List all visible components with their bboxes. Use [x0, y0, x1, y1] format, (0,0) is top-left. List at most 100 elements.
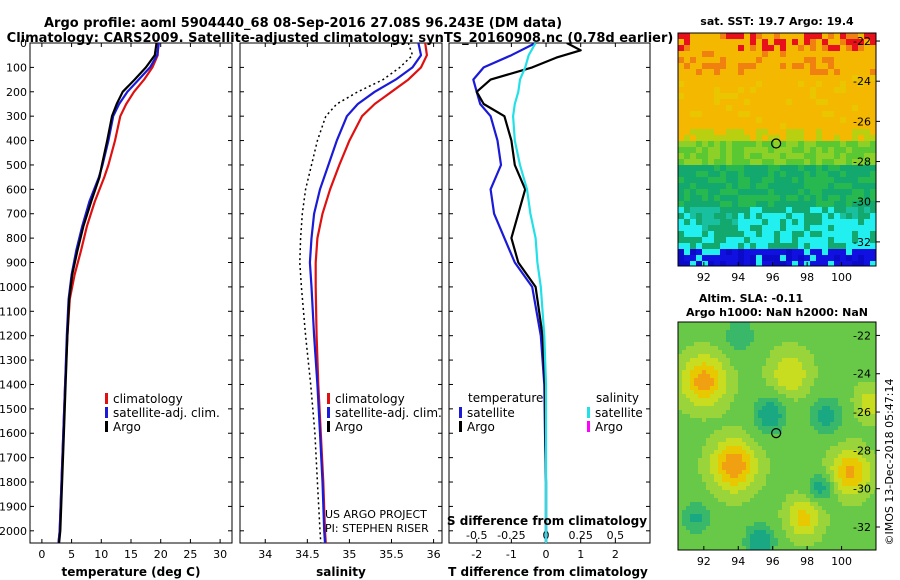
map-cell: [782, 322, 787, 327]
map-cell: [864, 171, 871, 178]
map-cell: [686, 458, 691, 463]
map-cell: [744, 225, 751, 232]
map-cell: [702, 177, 709, 184]
s-diff-tick-label: 0.5: [607, 529, 625, 542]
map-cell: [852, 117, 859, 124]
map-cell: [750, 51, 757, 58]
map-cell: [834, 498, 839, 503]
map-cell: [718, 446, 723, 451]
map-cell: [798, 237, 805, 244]
map-cell: [702, 438, 707, 443]
map-cell: [746, 418, 751, 423]
map-y-tick-label: -28: [853, 156, 871, 169]
map-cell: [816, 171, 823, 178]
map-cell: [802, 474, 807, 479]
map-cell: [794, 422, 799, 427]
map-cell: [678, 57, 685, 64]
map-cell: [810, 410, 815, 415]
map-cell: [816, 231, 823, 238]
map-cell: [738, 111, 745, 118]
map-cell: [864, 237, 871, 244]
map-cell: [834, 69, 841, 76]
map-cell: [750, 99, 757, 106]
map-cell: [826, 470, 831, 475]
map-cell: [822, 526, 827, 531]
map-cell: [810, 177, 817, 184]
map-cell: [758, 434, 763, 439]
map-cell: [722, 442, 727, 447]
map-cell: [754, 374, 759, 379]
map-cell: [706, 474, 711, 479]
map-cell: [710, 346, 715, 351]
map-cell: [822, 410, 827, 415]
map-cell: [826, 422, 831, 427]
map-cell: [706, 338, 711, 343]
map-cell: [738, 225, 745, 232]
map-cell: [738, 81, 745, 88]
map-cell: [762, 490, 767, 495]
map-cell: [726, 213, 733, 220]
map-cell: [810, 243, 817, 250]
map-cell: [840, 63, 847, 70]
map-cell: [826, 486, 831, 491]
map-cell: [690, 394, 695, 399]
map-cell: [802, 486, 807, 491]
map-cell: [762, 514, 767, 519]
map-cell: [756, 225, 763, 232]
temperature-legend: climatology satellite-adj. clim. Argo: [105, 392, 220, 434]
map-cell: [798, 362, 803, 367]
map-cell: [768, 249, 775, 256]
map-cell: [790, 418, 795, 423]
map-cell: [780, 57, 787, 64]
map-cell: [822, 219, 829, 226]
temperature-axis-label: temperature (deg C): [62, 565, 201, 579]
map-cell: [708, 177, 715, 184]
map-cell: [806, 530, 811, 535]
map-cell: [726, 171, 733, 178]
map-cell: [780, 207, 787, 214]
map-cell: [750, 538, 755, 543]
map-cell: [858, 342, 863, 347]
map-cell: [770, 526, 775, 531]
map-cell: [722, 338, 727, 343]
map-cell: [722, 358, 727, 363]
map-cell: [826, 438, 831, 443]
map-cell: [830, 362, 835, 367]
map-cell: [858, 430, 863, 435]
map-cell: [858, 418, 863, 423]
map-cell: [756, 177, 763, 184]
map-cell: [806, 474, 811, 479]
map-cell: [786, 326, 791, 331]
map-cell: [852, 243, 859, 250]
map-cell: [838, 466, 843, 471]
map-cell: [762, 486, 767, 491]
map-cell: [762, 189, 769, 196]
map-cell: [822, 418, 827, 423]
map-cell: [834, 514, 839, 519]
map-cell: [726, 478, 731, 483]
map-cell: [742, 454, 747, 459]
map-cell: [714, 195, 721, 202]
map-cell: [690, 498, 695, 503]
map-cell: [862, 354, 867, 359]
map-cell: [708, 261, 715, 266]
map-cell: [722, 502, 727, 507]
map-cell: [758, 418, 763, 423]
map-cell: [782, 390, 787, 395]
map-cell: [790, 478, 795, 483]
map-cell: [714, 63, 721, 70]
map-cell: [758, 530, 763, 535]
map-cell: [870, 482, 875, 487]
map-cell: [710, 358, 715, 363]
map-cell: [858, 422, 863, 427]
map-cell: [726, 530, 731, 535]
map-cell: [734, 494, 739, 499]
map-cell: [874, 478, 876, 483]
map-cell: [852, 225, 859, 232]
map-cell: [774, 502, 779, 507]
map-cell: [786, 462, 791, 467]
map-cell: [838, 370, 843, 375]
map-cell: [858, 201, 865, 208]
map-cell: [708, 237, 715, 244]
map-cell: [850, 342, 855, 347]
